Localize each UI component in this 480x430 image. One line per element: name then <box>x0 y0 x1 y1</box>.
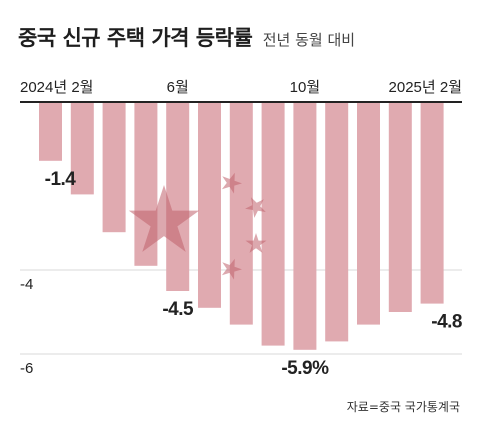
y-tick-label: -6 <box>20 360 33 377</box>
star-icon <box>221 258 242 280</box>
x-tick-label: 2024년 2월 <box>20 79 93 96</box>
bar <box>166 102 190 291</box>
x-tick-label: 10월 <box>290 79 321 96</box>
bar <box>261 102 285 346</box>
star-icon <box>128 185 200 252</box>
bar <box>357 102 380 325</box>
bar <box>420 102 444 304</box>
x-tick-label: 2025년 2월 <box>389 79 462 96</box>
star-icon <box>221 172 242 194</box>
star-icon <box>245 197 266 218</box>
bar <box>388 102 412 312</box>
bar <box>325 102 349 342</box>
data-label: -5.9% <box>281 358 329 379</box>
data-label: -4.8 <box>431 312 462 333</box>
bar <box>229 102 253 325</box>
y-tick-label: -4 <box>20 276 33 293</box>
bar <box>102 102 126 233</box>
chart-title: 중국 신규 주택 가격 등락률 <box>18 26 253 50</box>
bar <box>198 102 221 308</box>
bar <box>39 102 62 161</box>
chart-subtitle: 전년 동월 대비 <box>262 31 356 49</box>
star-icon <box>245 233 267 253</box>
data-label: -4.5 <box>162 299 194 320</box>
chart-header: 중국 신규 주택 가격 등락률 전년 동월 대비 <box>18 22 355 52</box>
bar <box>293 102 317 350</box>
bar <box>70 102 94 195</box>
x-tick-label: 6월 <box>167 79 189 96</box>
source-note: 자료=중국 국가통계국 <box>346 400 460 414</box>
data-label: -1.4 <box>45 169 77 190</box>
